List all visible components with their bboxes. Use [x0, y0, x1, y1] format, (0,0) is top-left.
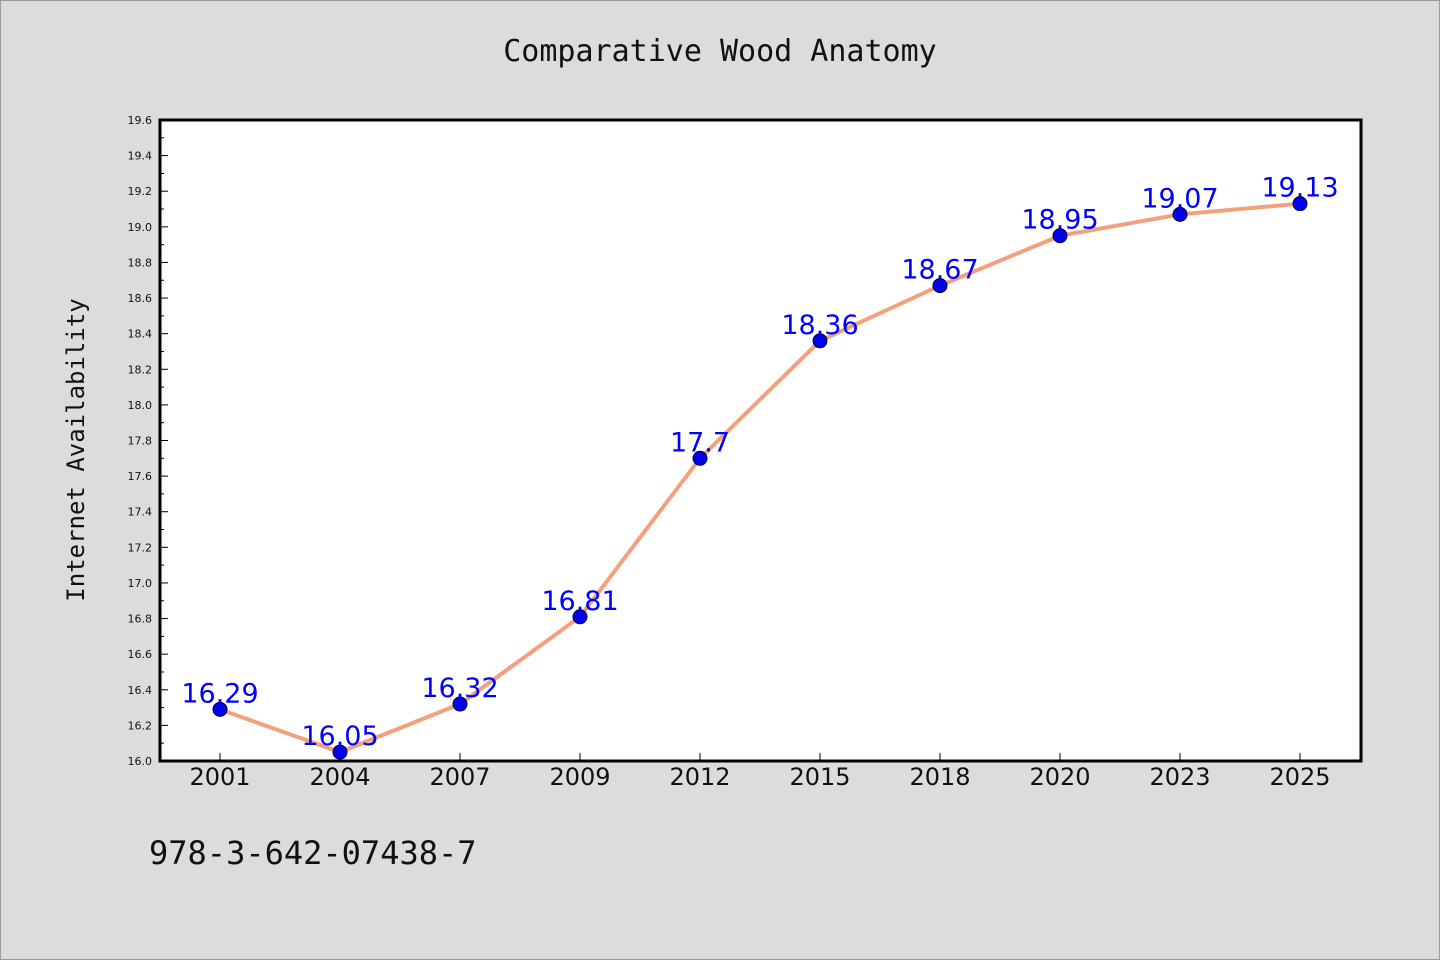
- plot-area: [158, 118, 1363, 763]
- x-tick-label: 2009: [549, 763, 610, 791]
- chart-title: Comparative Wood Anatomy: [503, 34, 937, 69]
- data-label: 18.36: [781, 310, 858, 341]
- data-point: [1172, 206, 1188, 222]
- data-label: 19.07: [1141, 183, 1218, 214]
- data-point: [212, 701, 228, 717]
- y-tick-label: 18.0: [128, 399, 153, 412]
- y-tick-label: 16.0: [128, 755, 153, 768]
- x-tick-label: 2025: [1269, 763, 1330, 791]
- data-series: [212, 196, 1308, 760]
- data-label: 17.7: [670, 427, 730, 458]
- y-tick-label: 16.4: [128, 684, 153, 697]
- x-tick-label: 2001: [189, 763, 250, 791]
- data-label: 16.29: [181, 678, 258, 709]
- x-tick-label: 2012: [669, 763, 730, 791]
- x-tick-label: 2023: [1149, 763, 1210, 791]
- y-tick-label: 19.4: [128, 150, 153, 163]
- series-line: [218, 201, 1302, 755]
- data-point: [932, 278, 948, 294]
- y-tick-label: 18.4: [128, 328, 153, 341]
- data-point: [1052, 228, 1068, 244]
- y-tick-label: 17.0: [128, 577, 153, 590]
- x-axis: 2001 2004 2007 2009 2012 2015 2018 2020 2023 2025: [189, 753, 1331, 791]
- data-point: [572, 609, 588, 625]
- y-tick-label: 17.4: [128, 506, 153, 519]
- data-label: 18.67: [901, 255, 978, 286]
- x-tick-label: 2018: [909, 763, 970, 791]
- y-tick-label: 19.6: [128, 114, 153, 127]
- y-tick-label: 17.6: [128, 470, 153, 483]
- data-label: 16.05: [301, 721, 378, 752]
- y-axis: 16.0 16.2 16.4 16.6 16.8 17.0 17.2 17.4 17.6 17.8…: [128, 114, 168, 768]
- data-point: [692, 450, 708, 466]
- data-point: [1292, 196, 1308, 212]
- y-tick-label: 16.8: [128, 613, 153, 626]
- y-tick-label: 16.2: [128, 719, 153, 732]
- data-label: 18.95: [1021, 205, 1098, 236]
- y-tick-label: 18.8: [128, 256, 153, 269]
- x-tick-label: 2007: [429, 763, 490, 791]
- y-tick-label: 17.8: [128, 435, 153, 448]
- data-label: 16.32: [421, 673, 498, 704]
- data-labels: 16.29 16.05 16.32 16.81 17.7 18.36 18.67 18.95 1…: [181, 173, 1338, 752]
- y-tick-label: 19.0: [128, 221, 153, 234]
- y-tick-label: 18.2: [128, 363, 153, 376]
- data-label: 19.13: [1261, 173, 1338, 204]
- y-tick-label: 17.2: [128, 541, 153, 554]
- x-tick-label: 2020: [1029, 763, 1090, 791]
- data-point: [332, 744, 348, 760]
- x-tick-label: 2004: [309, 763, 370, 791]
- data-label: 16.81: [541, 586, 618, 617]
- y-tick-label: 18.6: [128, 292, 153, 305]
- data-point: [452, 696, 468, 712]
- isbn-text: 978-3-642-07438-7: [149, 834, 477, 872]
- y-tick-label: 16.6: [128, 648, 153, 661]
- data-point: [812, 333, 828, 349]
- y-tick-label: 19.2: [128, 185, 153, 198]
- x-tick-label: 2015: [789, 763, 850, 791]
